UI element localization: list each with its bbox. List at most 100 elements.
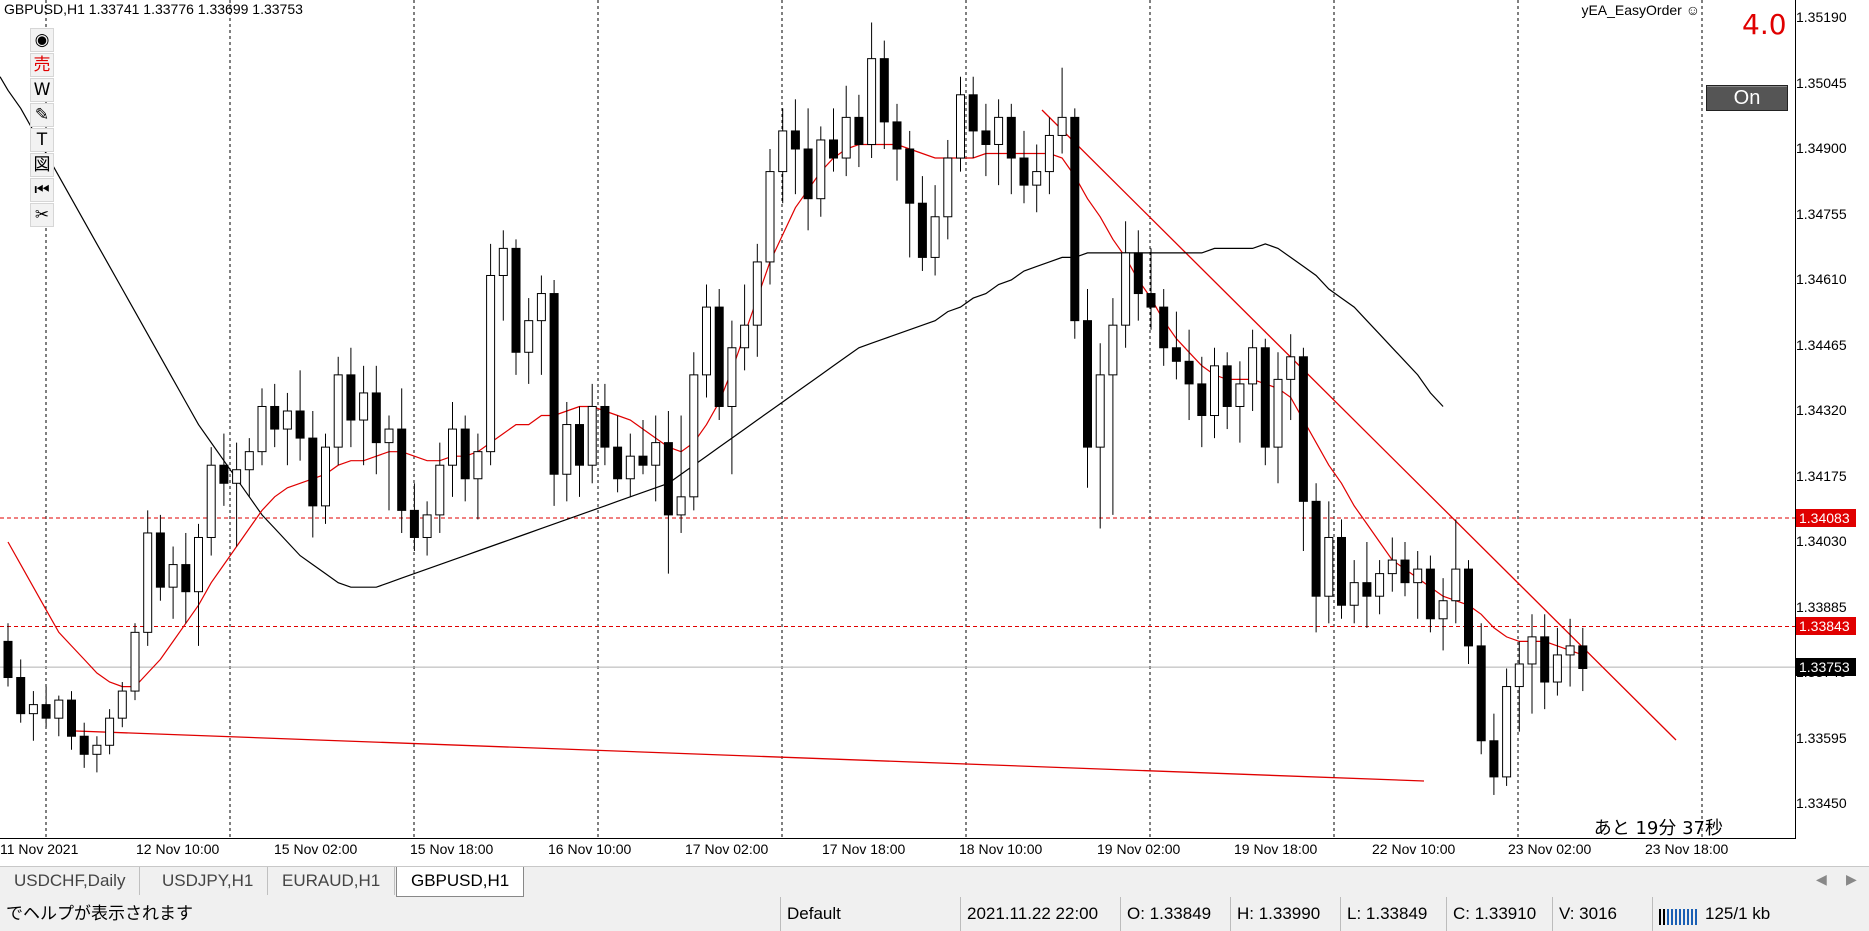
candle-bull: [359, 392, 369, 421]
candle-bull: [105, 717, 115, 746]
price-tick-label: 1.35045: [1796, 74, 1847, 91]
text-icon[interactable]: T: [30, 128, 54, 152]
tab-usdjpy-h1[interactable]: USDJPY,H1: [148, 867, 269, 895]
symbol-header: GBPUSD,H1 1.33741 1.33776 1.33699 1.3375…: [4, 1, 303, 17]
price-tick-label: 1.33450: [1796, 795, 1847, 811]
candle-bull: [1210, 365, 1219, 417]
candle-bear: [67, 699, 76, 737]
candle-bear: [1464, 568, 1473, 647]
candle-bull: [562, 424, 572, 475]
tab-euraud-h1[interactable]: EURAUD,H1: [268, 867, 396, 895]
candle-bear: [613, 446, 623, 480]
candle-bear: [1184, 360, 1194, 385]
tab-gbpusd-h1[interactable]: GBPUSD,H1: [396, 867, 525, 897]
candle-bear: [1019, 157, 1029, 186]
candle-bull: [689, 374, 699, 498]
candle-bear: [854, 116, 864, 145]
candle-bear: [219, 464, 229, 484]
time-tick-label: 22 Nov 10:00: [1372, 841, 1456, 857]
time-tick-label: 15 Nov 02:00: [274, 841, 358, 857]
candle-bear: [879, 58, 889, 123]
candle-bull: [778, 130, 788, 173]
candle-bull: [651, 442, 661, 466]
tab-scroll-left-icon[interactable]: ◀: [1816, 871, 1827, 887]
candlestick-chart[interactable]: [0, 0, 1795, 838]
candle-bear: [155, 532, 165, 588]
candle-bear: [295, 410, 305, 439]
candle-bear: [892, 121, 902, 150]
status-profile: Default: [780, 897, 960, 931]
candle-bull: [727, 347, 737, 407]
candle-bull: [1324, 536, 1334, 597]
chart-icon[interactable]: 図: [30, 153, 54, 177]
candle-bull: [448, 428, 457, 466]
status-datetime: 2021.11.22 22:00: [960, 897, 1120, 931]
price-tick-label: 1.33595: [1796, 729, 1847, 746]
candle-bull: [257, 405, 267, 453]
candle-bull: [168, 564, 178, 588]
price-tick-label: 1.34175: [1796, 467, 1847, 484]
time-tick-label: 11 Nov 2021: [0, 841, 79, 857]
candle-bull: [816, 139, 826, 200]
candle-bull: [1527, 636, 1537, 665]
tab-usdchf-daily[interactable]: USDCHF,Daily: [0, 867, 141, 895]
candle-bear: [79, 735, 89, 755]
candle-bear: [981, 130, 991, 145]
candle-bull: [1032, 171, 1042, 186]
price-tag: 1.33753: [1796, 658, 1856, 677]
candle-bull: [1375, 573, 1385, 597]
ea-on-button[interactable]: On: [1706, 85, 1788, 111]
candle-bull: [1273, 378, 1283, 448]
candle-bear: [1425, 568, 1435, 620]
candle-bull: [1235, 383, 1245, 407]
candle-bull: [740, 324, 750, 349]
candle-bear: [1159, 306, 1169, 349]
candle-bull: [841, 116, 851, 159]
status-close: C: 1.33910: [1446, 897, 1552, 931]
candle-bull: [1248, 347, 1258, 385]
candle-bull: [143, 532, 153, 633]
trendline-bottom: [75, 730, 1425, 782]
tab-scroll-right-icon[interactable]: ▶: [1846, 871, 1857, 887]
candle-bear: [16, 677, 26, 715]
price-tag: 1.33843: [1796, 617, 1856, 636]
candle-bull: [1044, 134, 1054, 173]
candle-bear: [371, 392, 381, 444]
status-open: O: 1.33849: [1120, 897, 1230, 931]
price-tag: 1.34083: [1796, 509, 1856, 528]
ea-name-label: yEA_EasyOrder ☺: [1581, 2, 1700, 18]
eye-icon[interactable]: ◉: [30, 28, 54, 52]
candle-bull: [1095, 374, 1105, 448]
candle-bear: [1362, 582, 1372, 597]
sell-icon[interactable]: 売: [30, 53, 54, 77]
candle-bear: [1260, 347, 1270, 448]
price-tick-label: 1.34030: [1796, 533, 1847, 549]
scissors-icon[interactable]: ✂: [30, 203, 54, 227]
candle-bull: [1413, 568, 1423, 584]
candle-bull: [130, 631, 140, 692]
time-tick-label: 23 Nov 02:00: [1508, 841, 1592, 857]
candle-bull: [486, 274, 496, 453]
price-tick-label: 1.33885: [1796, 598, 1847, 615]
status-bar: でヘルプが表示されます Default 2021.11.22 22:00 O: …: [0, 897, 1869, 931]
candle-bear: [511, 247, 521, 353]
chart-area[interactable]: GBPUSD,H1 1.33741 1.33776 1.33699 1.3375…: [0, 0, 1796, 839]
candle-bull: [625, 455, 635, 480]
pencil-icon[interactable]: ✎: [30, 103, 54, 127]
candle-bear: [549, 293, 559, 475]
candle-bear: [803, 148, 813, 200]
candle-bull: [943, 157, 953, 218]
candle-bear: [905, 148, 915, 204]
candle-bear: [663, 442, 673, 516]
candle-bull: [384, 428, 394, 444]
candle-bear: [1083, 320, 1092, 448]
candle-bull: [524, 320, 534, 353]
rewind-icon[interactable]: ⏮: [30, 178, 54, 202]
candle-bear: [181, 564, 191, 593]
status-low: L: 1.33849: [1340, 897, 1446, 931]
candle-bull: [1108, 324, 1118, 376]
price-tick-label: 1.35190: [1796, 9, 1847, 25]
candle-bear: [1006, 116, 1016, 159]
w-icon[interactable]: W: [30, 78, 54, 102]
time-tick-label: 12 Nov 10:00: [136, 841, 220, 857]
